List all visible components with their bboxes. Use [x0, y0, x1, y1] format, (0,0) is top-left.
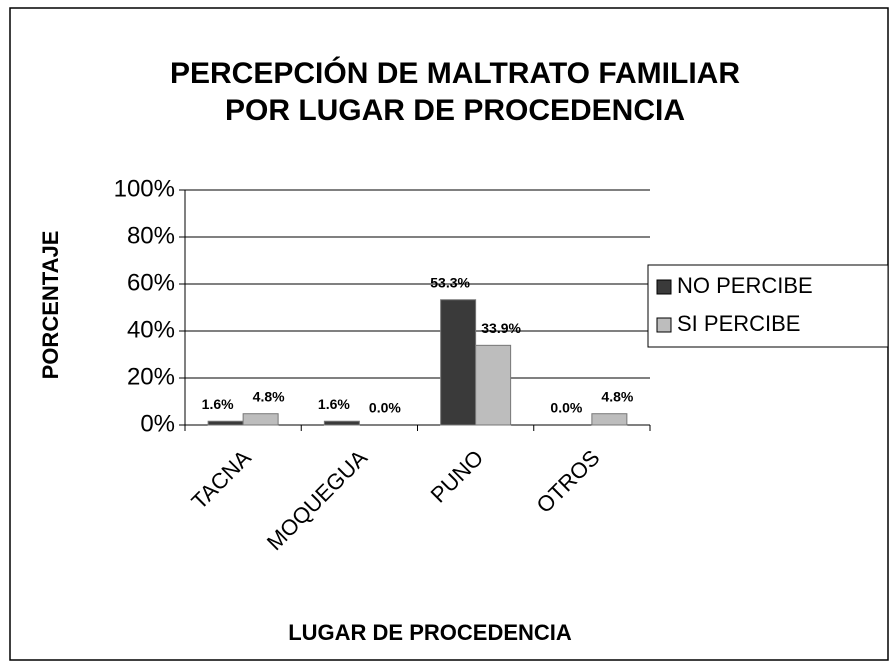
y-tick-label: 20% [127, 363, 175, 390]
value-label: 53.3% [430, 274, 470, 290]
x-axis-title: LUGAR DE PROCEDENCIA [288, 620, 572, 645]
legend-label: SI PERCIBE [677, 311, 800, 336]
value-label: 4.8% [253, 388, 285, 404]
chart-title: POR LUGAR DE PROCEDENCIA [225, 94, 685, 127]
y-tick-label: 100% [114, 175, 175, 202]
value-label: 0.0% [550, 400, 582, 416]
y-tick-label: 40% [127, 316, 175, 343]
y-tick-label: 60% [127, 269, 175, 296]
chart-title: PERCEPCIÓN DE MALTRATO FAMILIAR [170, 56, 740, 90]
legend-box [647, 264, 889, 348]
legend-label: NO PERCIBE [677, 273, 813, 298]
value-label: 1.6% [318, 396, 350, 412]
legend-swatch [656, 317, 672, 333]
bar [323, 420, 360, 426]
bar [591, 413, 628, 426]
value-label: 1.6% [202, 396, 234, 412]
y-axis-title: PORCENTAJE [38, 231, 63, 380]
bar [242, 413, 279, 426]
bar [207, 420, 244, 426]
legend-swatch [656, 279, 672, 295]
value-label: 0.0% [369, 400, 401, 416]
value-label: 33.9% [481, 320, 521, 336]
y-tick-label: 80% [127, 222, 175, 249]
value-label: 4.8% [601, 388, 633, 404]
bar [475, 344, 512, 426]
y-tick-label: 0% [140, 410, 175, 437]
bar [440, 299, 477, 426]
